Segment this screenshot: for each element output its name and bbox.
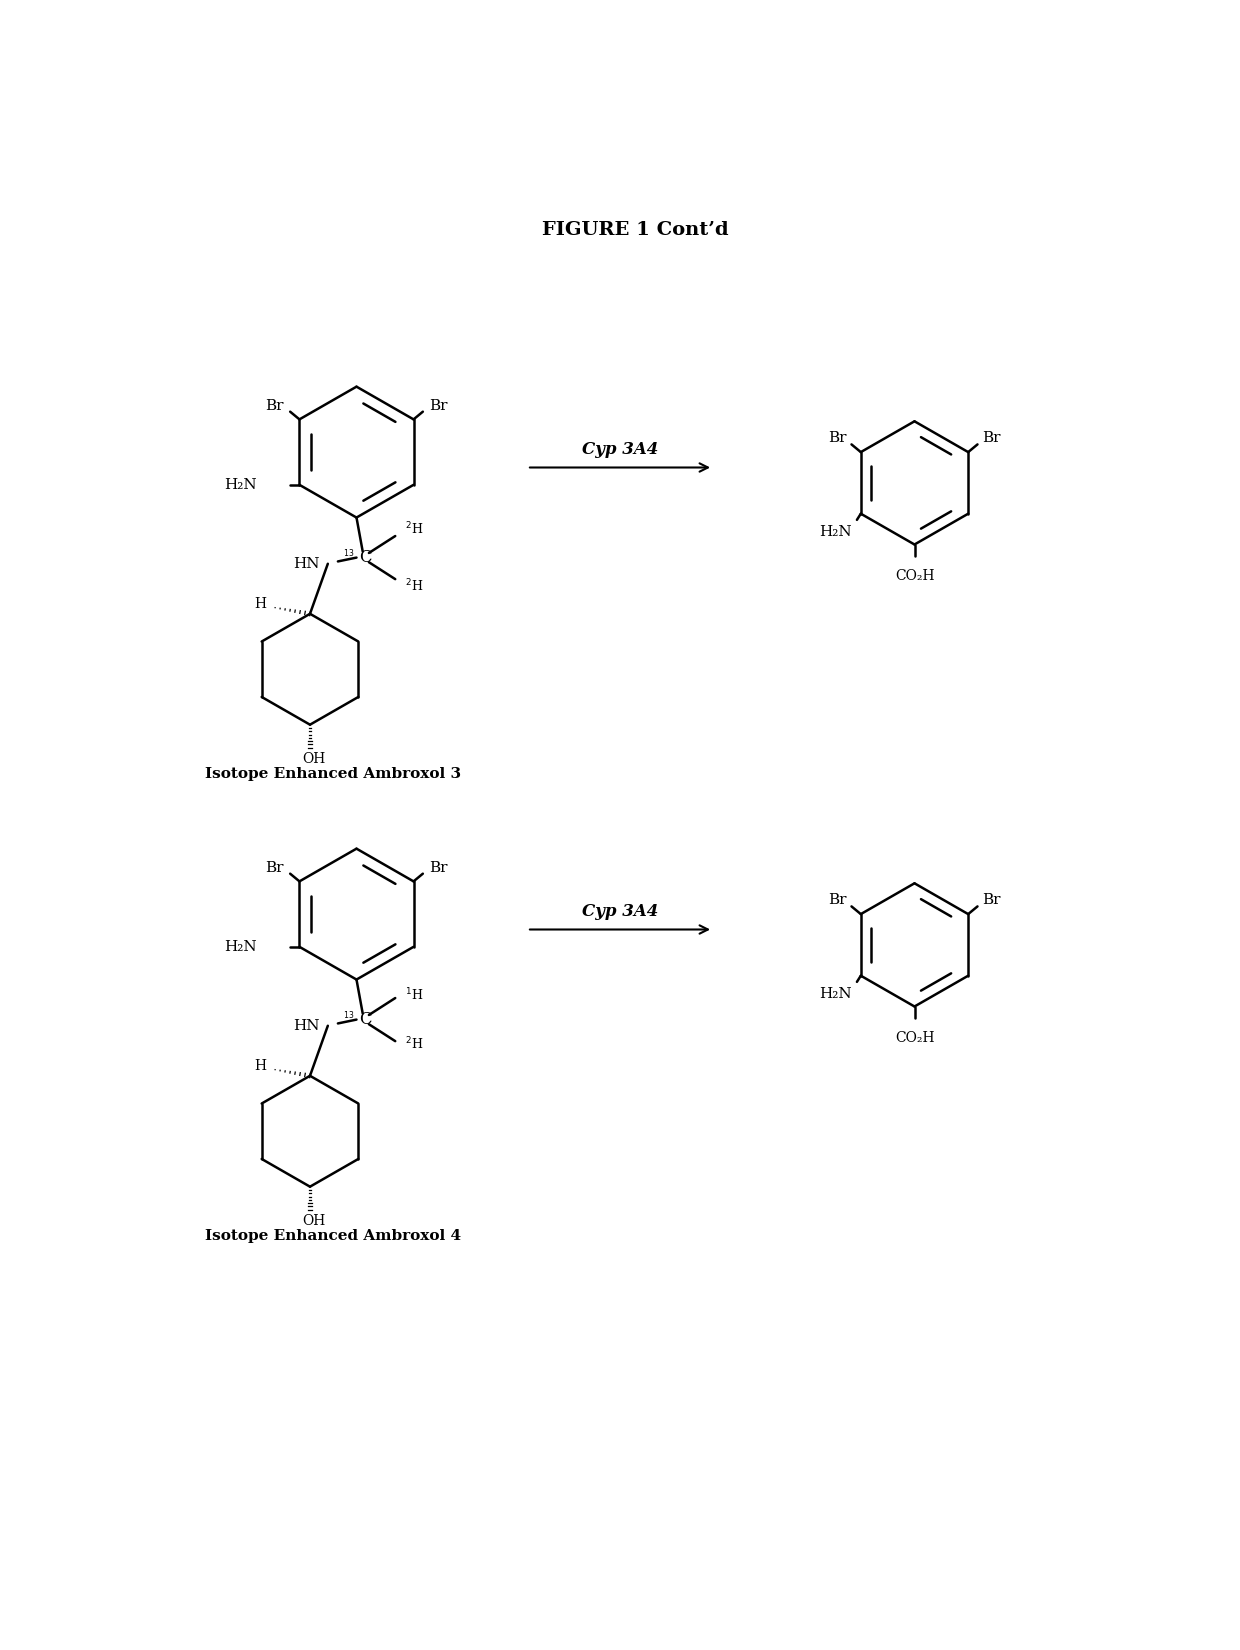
Text: H₂N: H₂N [224,940,257,954]
Text: HN: HN [294,1018,320,1033]
Text: $^1$H: $^1$H [404,987,423,1003]
Text: CO₂H: CO₂H [895,1031,934,1044]
Text: H₂N: H₂N [818,525,852,540]
Text: Isotope Enhanced Ambroxol 3: Isotope Enhanced Ambroxol 3 [205,767,461,780]
Text: H₂N: H₂N [224,478,257,492]
Text: $^2$H: $^2$H [404,1036,423,1053]
Text: Br: Br [429,399,448,412]
Text: Cyp 3A4: Cyp 3A4 [582,441,658,459]
Text: H₂N: H₂N [818,987,852,1002]
Text: H: H [254,597,265,610]
Text: CO₂H: CO₂H [895,569,934,582]
Text: Br: Br [265,399,284,412]
Text: $^{13}$: $^{13}$ [343,549,355,559]
Text: $^{13}$: $^{13}$ [343,1011,355,1021]
Text: Br: Br [982,431,1001,446]
Text: Cyp 3A4: Cyp 3A4 [582,903,658,921]
Text: C: C [358,549,371,566]
Text: C: C [358,1011,371,1028]
Text: HN: HN [294,556,320,571]
Text: Br: Br [828,893,847,908]
Text: Br: Br [429,861,448,875]
Text: OH: OH [303,752,325,766]
Text: H: H [254,1059,265,1072]
Text: Isotope Enhanced Ambroxol 4: Isotope Enhanced Ambroxol 4 [205,1229,461,1242]
Text: FIGURE 1 Cont’d: FIGURE 1 Cont’d [542,221,729,239]
Text: OH: OH [303,1214,325,1228]
Text: Br: Br [828,431,847,446]
Text: $^2$H: $^2$H [404,521,423,538]
Text: Br: Br [982,893,1001,908]
Text: $^2$H: $^2$H [404,578,423,594]
Text: Br: Br [265,861,284,875]
